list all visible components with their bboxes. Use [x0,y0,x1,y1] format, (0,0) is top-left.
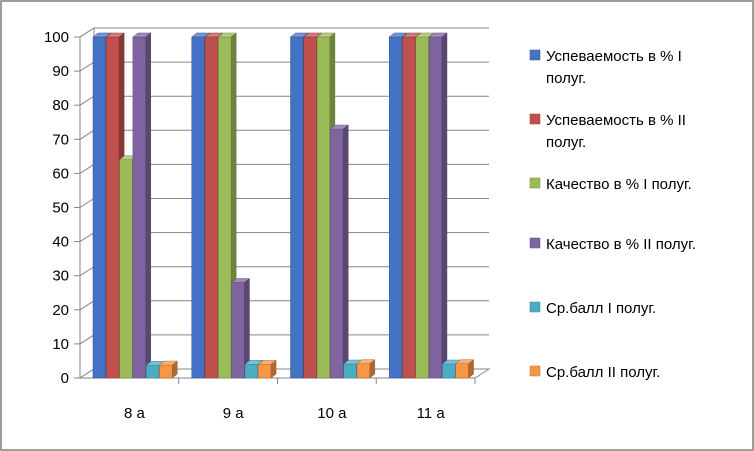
legend-label: Ср.балл I полуг. [546,300,656,317]
legend-label: полуг. [546,134,586,151]
y-tick-label: 70 [52,131,69,148]
legend-swatch [529,301,541,313]
bar [455,359,475,379]
y-tick-label: 0 [61,370,69,387]
y-tick-label: 100 [44,29,69,46]
legend-item: Ср.балл II полуг. [529,364,660,381]
bar-layer [92,32,475,379]
y-tick-label: 20 [52,302,69,319]
legend-swatch [529,113,541,125]
legend-swatch [529,365,541,377]
x-tick-label: 10 а [317,405,347,422]
bar [356,359,376,379]
x-tick-label: 9 а [223,405,245,422]
y-tick-label: 90 [52,63,69,80]
gridline [79,27,489,38]
bar [158,360,179,379]
y-tick-label: 40 [52,234,69,251]
x-tick-label: 8 а [124,405,146,422]
legend-item: Ср.балл I полуг. [529,300,656,317]
y-tick-label: 80 [52,97,69,114]
y-tick-label: 30 [52,268,69,285]
label-layer: 0 10 20 30 40 50 60 70 80 90 100 8 а 9 а 10 а 11 а [44,29,445,422]
legend-label: Успеваемость в % II [546,112,686,129]
bar [428,32,448,379]
legend-item: Успеваемость в % I полуг. [529,48,682,87]
bar [257,359,277,379]
legend-item: Успеваемость в % II полуг. [529,112,686,151]
bar [329,124,349,379]
bar [132,32,152,379]
y-tick-label: 50 [52,200,69,217]
legend-swatch [529,49,541,61]
legend-swatch [529,237,541,249]
legend-item: Качество в % II полуг. [529,236,696,253]
legend-label: Ср.балл II полуг. [546,364,660,381]
y-tick-label: 60 [52,165,69,182]
legend-swatch [529,177,541,189]
legend-item: Качество в % I полуг. [529,176,692,193]
x-tick-label: 11 а [417,405,446,422]
legend-label: Качество в % I полуг. [546,176,692,193]
legend-label: Успеваемость в % I [546,48,682,65]
legend-label: Качество в % II полуг. [546,236,696,253]
legend-label: полуг. [546,70,586,87]
y-tick-label: 10 [52,336,69,353]
